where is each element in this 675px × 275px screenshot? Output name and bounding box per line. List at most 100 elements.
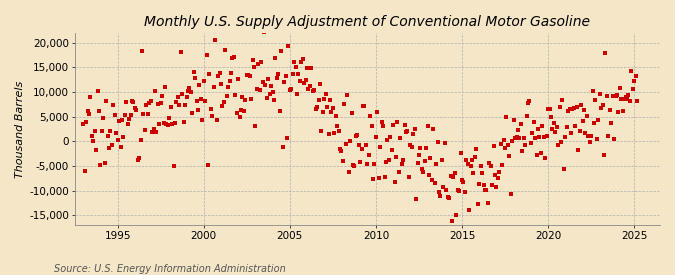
- Point: [517, 149, 528, 153]
- Point: [312, 104, 323, 109]
- Point: [452, 188, 463, 192]
- Point: [395, 135, 406, 140]
- Point: [211, 117, 222, 122]
- Point: [350, 134, 361, 139]
- Point: [108, 103, 119, 107]
- Point: [458, 180, 469, 184]
- Point: [429, 181, 440, 185]
- Point: [236, 108, 246, 112]
- Point: [259, 30, 269, 35]
- Point: [253, 62, 264, 66]
- Point: [533, 127, 543, 131]
- Point: [508, 118, 519, 122]
- Point: [570, 124, 580, 128]
- Point: [371, 135, 381, 139]
- Point: [491, 185, 502, 189]
- Point: [424, 173, 435, 177]
- Point: [454, 189, 464, 193]
- Point: [604, 108, 615, 112]
- Point: [336, 148, 347, 153]
- Point: [504, 154, 515, 158]
- Point: [580, 131, 591, 135]
- Point: [531, 153, 542, 157]
- Point: [545, 115, 556, 119]
- Point: [627, 87, 638, 92]
- Point: [550, 130, 561, 134]
- Point: [455, 151, 466, 156]
- Point: [557, 97, 568, 102]
- Point: [330, 113, 341, 118]
- Point: [327, 105, 338, 110]
- Point: [376, 120, 387, 124]
- Point: [562, 125, 572, 129]
- Point: [622, 97, 632, 101]
- Point: [151, 130, 162, 135]
- Point: [465, 164, 476, 168]
- Point: [541, 134, 552, 138]
- Point: [142, 111, 153, 116]
- Point: [257, 80, 268, 84]
- Point: [404, 174, 414, 179]
- Point: [250, 124, 261, 128]
- Point: [186, 90, 196, 94]
- Point: [471, 147, 482, 151]
- Point: [182, 88, 193, 93]
- Point: [409, 127, 420, 132]
- Point: [573, 148, 584, 152]
- Point: [609, 137, 620, 141]
- Point: [266, 84, 277, 89]
- Point: [577, 119, 588, 123]
- Point: [416, 167, 427, 172]
- Point: [527, 131, 538, 135]
- Point: [197, 118, 208, 123]
- Point: [483, 200, 493, 205]
- Point: [389, 180, 400, 185]
- Point: [332, 124, 343, 128]
- Point: [516, 122, 526, 127]
- Point: [224, 78, 235, 83]
- Point: [207, 114, 218, 119]
- Point: [484, 161, 495, 165]
- Point: [616, 97, 626, 101]
- Point: [303, 87, 314, 91]
- Point: [402, 129, 413, 133]
- Point: [154, 122, 165, 126]
- Point: [315, 81, 325, 86]
- Point: [481, 188, 492, 192]
- Point: [214, 70, 225, 75]
- Point: [113, 119, 124, 123]
- Point: [534, 135, 545, 140]
- Point: [507, 139, 518, 143]
- Point: [558, 167, 569, 171]
- Point: [273, 72, 284, 76]
- Point: [421, 146, 431, 150]
- Point: [187, 111, 198, 116]
- Point: [501, 115, 512, 119]
- Point: [346, 110, 357, 115]
- Point: [232, 111, 242, 115]
- Point: [543, 107, 554, 111]
- Point: [283, 43, 294, 48]
- Point: [109, 113, 120, 117]
- Point: [489, 173, 500, 177]
- Point: [225, 71, 236, 75]
- Point: [364, 114, 375, 118]
- Point: [583, 134, 593, 139]
- Point: [85, 95, 96, 99]
- Point: [576, 103, 587, 107]
- Point: [277, 145, 288, 149]
- Point: [125, 112, 136, 117]
- Point: [431, 162, 441, 167]
- Point: [138, 112, 149, 116]
- Point: [118, 135, 129, 140]
- Point: [213, 73, 223, 78]
- Point: [247, 57, 258, 62]
- Point: [276, 48, 287, 53]
- Point: [626, 69, 637, 73]
- Point: [427, 178, 437, 182]
- Point: [630, 74, 641, 78]
- Point: [322, 105, 333, 109]
- Point: [201, 53, 212, 57]
- Point: [173, 94, 184, 99]
- Point: [415, 146, 426, 150]
